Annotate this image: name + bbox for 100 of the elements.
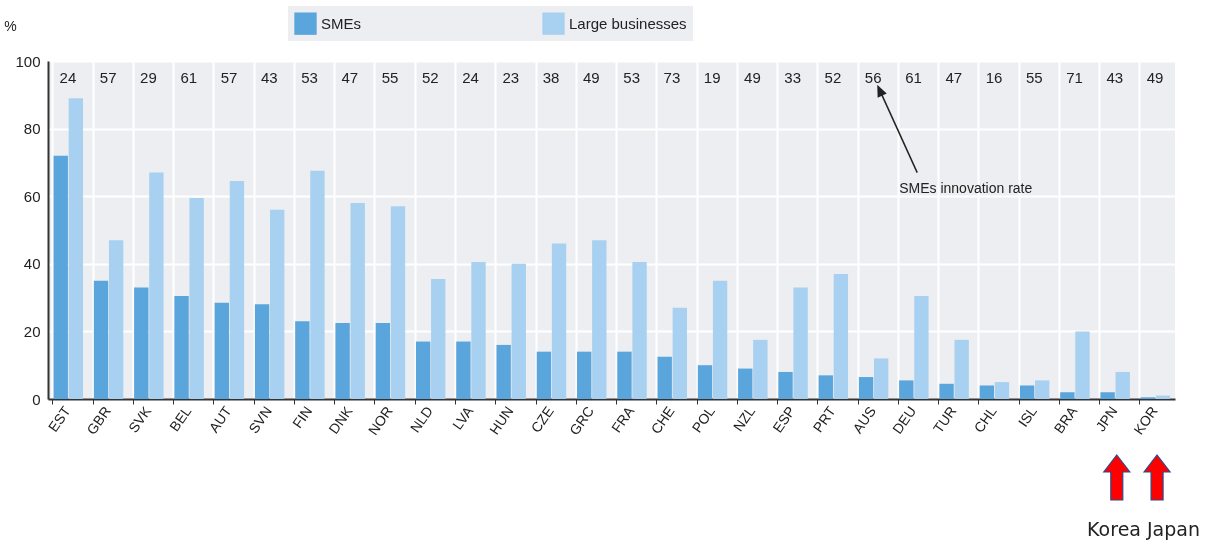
annotation: 52	[824, 69, 842, 86]
bar	[431, 279, 446, 399]
bar	[471, 262, 486, 399]
annotation: 16	[985, 69, 1003, 86]
bar	[511, 263, 526, 399]
annotation: 49	[1146, 69, 1164, 86]
bar	[1115, 371, 1130, 399]
x-tick-label: NZL	[729, 403, 759, 435]
annotation: SMEs innovation rate	[899, 179, 1033, 196]
bar	[899, 380, 914, 399]
bar	[149, 172, 164, 399]
bar	[873, 358, 889, 399]
y-tick-label: 40	[23, 255, 41, 273]
bar	[632, 262, 647, 399]
x-tick-label: FIN	[289, 403, 316, 431]
bar	[134, 287, 149, 399]
annotation: 38	[542, 69, 560, 86]
bar	[536, 351, 552, 399]
annotation: 71	[1066, 69, 1083, 86]
annotation: 57	[220, 69, 238, 86]
bar	[577, 351, 592, 399]
bar	[793, 287, 808, 399]
bar	[254, 304, 270, 399]
bar	[456, 341, 471, 399]
annotation: 33	[784, 69, 802, 86]
annotation: 24	[462, 69, 479, 86]
bar	[994, 382, 1010, 399]
bar	[657, 356, 672, 399]
bar	[954, 339, 969, 399]
bar	[335, 322, 350, 399]
bar	[979, 385, 995, 399]
bar	[697, 365, 713, 399]
bar	[214, 302, 229, 399]
bar	[93, 280, 109, 399]
bar	[295, 321, 310, 399]
y-tick-label: 60	[23, 187, 41, 205]
bar	[350, 202, 365, 399]
y-tick-label: 0	[32, 390, 41, 408]
y-tick-label: 20	[23, 322, 41, 340]
bar	[415, 341, 431, 399]
annotation: 29	[140, 69, 157, 86]
annotation: 49	[744, 69, 761, 86]
annotation: 53	[301, 69, 318, 86]
bar	[375, 322, 391, 399]
x-tick-label: LVA	[449, 402, 477, 433]
bar	[939, 383, 954, 399]
annotation: 61	[180, 69, 198, 86]
legend-label: Large businesses	[569, 14, 687, 32]
bar	[310, 170, 325, 399]
y-tick-label: 100	[15, 52, 41, 70]
x-tick-label: ISL	[1014, 403, 1041, 430]
legend-label: SMEs	[321, 14, 362, 32]
annotation: 47	[945, 69, 963, 86]
bar	[189, 197, 204, 399]
bar	[672, 307, 687, 399]
annotation: 49	[583, 69, 600, 86]
annotation: 55	[1025, 69, 1043, 86]
bar	[390, 206, 406, 399]
annotation: 55	[381, 69, 399, 86]
bar	[753, 339, 768, 399]
bar	[1060, 392, 1075, 399]
bar	[551, 243, 567, 399]
annotation: 19	[703, 69, 721, 86]
y-axis-title: %	[4, 17, 17, 34]
bar	[1100, 392, 1115, 399]
bar	[738, 368, 753, 399]
bar	[1019, 385, 1035, 399]
x-tick-label: POL	[688, 403, 719, 436]
bar	[617, 351, 632, 399]
bar	[53, 155, 68, 399]
bar	[174, 295, 189, 399]
y-tick-label: 80	[23, 120, 41, 138]
annotation: 24	[59, 69, 77, 86]
bar	[914, 295, 929, 399]
annotation: 23	[502, 69, 520, 86]
annotation: 53	[623, 69, 640, 86]
bar	[1035, 380, 1050, 399]
bar	[68, 98, 84, 399]
annotation: 56	[864, 69, 882, 86]
annotation: 47	[341, 69, 359, 86]
bar	[778, 371, 793, 399]
annotation: 61	[905, 69, 922, 86]
bar	[496, 344, 511, 399]
bar	[108, 240, 124, 399]
bar	[1075, 331, 1090, 399]
bar	[712, 280, 728, 399]
x-tick-label: BEL	[166, 403, 195, 435]
bar	[858, 377, 874, 399]
bar	[833, 273, 849, 399]
bar	[818, 375, 833, 399]
bar	[229, 180, 245, 399]
bar	[592, 240, 607, 399]
x-tick-label: CHL	[970, 403, 1000, 436]
annotation: 57	[99, 69, 117, 86]
annotation: 73	[663, 69, 681, 86]
text: Korea Japan	[1087, 518, 1200, 540]
annotation: 43	[1106, 69, 1124, 86]
annotation: 43	[260, 69, 278, 86]
annotation: 52	[421, 69, 439, 86]
bar	[270, 209, 285, 399]
